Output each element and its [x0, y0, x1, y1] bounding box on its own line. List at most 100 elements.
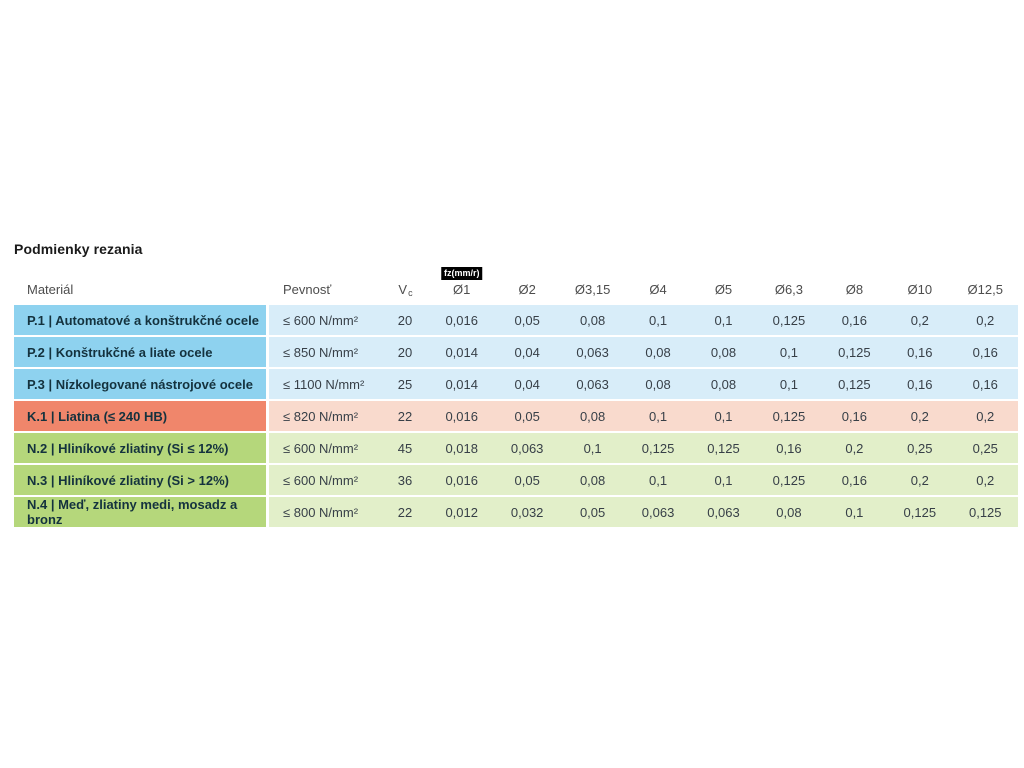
- fz-cell-d9: 0,2: [976, 472, 995, 488]
- fz-cell-d3: 0,08: [579, 408, 606, 424]
- fz-cell-d8: 0,2: [910, 312, 929, 328]
- row-values: ≤ 800 N/mm² 22 0,012 0,032 0,05 0,063 0,063 0,0…: [269, 497, 1018, 527]
- fz-cell-d7: 0,16: [841, 312, 868, 328]
- vc-cell: 20: [397, 344, 413, 360]
- fz-cell-d6: 0,125: [772, 472, 806, 488]
- fz-cell-d5: 0,08: [710, 376, 737, 392]
- fz-cell-d9: 0,2: [976, 312, 995, 328]
- strength-cell: ≤ 850 N/mm²: [283, 344, 359, 360]
- row-values: ≤ 600 N/mm² 45 0,018 0,063 0,1 0,125 0,125 0,16…: [269, 433, 1018, 463]
- fz-cell-d9: 0,16: [972, 344, 998, 360]
- fz-cell-d1: 0,016: [445, 408, 478, 424]
- row-values: ≤ 820 N/mm² 22 0,016 0,05 0,08 0,1 0,1 0,125 0,1…: [269, 401, 1018, 431]
- table-row: P.3 | Nízkolegované nástrojové ocele ≤ 11…: [14, 369, 1018, 399]
- fz-cell-d9: 0,125: [968, 504, 1002, 520]
- strength-cell: ≤ 600 N/mm²: [283, 440, 359, 456]
- fz-cell-d3: 0,063: [576, 376, 609, 392]
- fz-cell-d4: 0,1: [649, 408, 668, 424]
- column-header-d3-15: Ø3,15: [574, 282, 611, 297]
- fz-cell-d6: 0,16: [776, 440, 802, 456]
- fz-cell-d1: 0,014: [445, 344, 478, 360]
- fz-cell-d8: 0,125: [903, 504, 937, 520]
- row-values: ≤ 600 N/mm² 20 0,016 0,05 0,08 0,1 0,1 0,125 0,1…: [269, 305, 1018, 335]
- table-header-values: Pevnosť Vc fz(mm/r) Ø1 Ø2 Ø3,15 Ø4 Ø5 Ø6…: [269, 267, 1018, 298]
- fz-cell-d7: 0,125: [838, 344, 871, 360]
- fz-unit-badge: fz(mm/r): [440, 267, 483, 280]
- fz-cell-d5: 0,125: [707, 440, 740, 456]
- material-cell: N.4 | Meď, zliatiny medi, mosadz a bronz: [14, 497, 266, 527]
- strength-cell: ≤ 820 N/mm²: [283, 408, 359, 424]
- fz-cell-d9: 0,16: [972, 376, 998, 392]
- fz-cell-d8: 0,2: [910, 472, 929, 488]
- fz-cell-d8: 0,16: [907, 344, 933, 360]
- table-row: N.3 | Hliníkové zliatiny (Si > 12%) ≤ 600…: [14, 465, 1018, 495]
- fz-cell-d2: 0,05: [514, 408, 540, 424]
- row-values: ≤ 1100 N/mm² 25 0,014 0,04 0,063 0,08 0,08 0,1 0…: [269, 369, 1018, 399]
- column-header-strength: Pevnosť: [283, 282, 332, 297]
- vc-subscript: c: [408, 288, 413, 298]
- fz-cell-d4: 0,1: [649, 312, 668, 328]
- table-row: P.1 | Automatové a konštrukčné ocele ≤ 60…: [14, 305, 1018, 335]
- column-header-d1: fz(mm/r) Ø1: [429, 267, 494, 297]
- fz-cell-d3: 0,1: [583, 440, 602, 456]
- fz-cell-d3: 0,063: [576, 344, 609, 360]
- fz-cell-d4: 0,08: [645, 344, 671, 360]
- fz-cell-d6: 0,125: [772, 312, 806, 328]
- fz-cell-d4: 0,063: [641, 504, 675, 520]
- fz-cell-d7: 0,16: [841, 408, 868, 424]
- fz-cell-d7: 0,1: [845, 504, 864, 520]
- vc-symbol: V: [398, 282, 408, 297]
- vc-cell: 25: [397, 376, 413, 392]
- d1-label: Ø1: [453, 282, 471, 297]
- fz-cell-d8: 0,2: [910, 408, 929, 424]
- fz-cell-d5: 0,1: [714, 472, 733, 488]
- column-header-d4: Ø4: [649, 282, 667, 297]
- vc-cell: 45: [397, 440, 413, 456]
- fz-cell-d9: 0,25: [972, 440, 998, 456]
- row-values: ≤ 850 N/mm² 20 0,014 0,04 0,063 0,08 0,08 0,1 0,…: [269, 337, 1018, 367]
- fz-cell-d2: 0,05: [514, 472, 540, 488]
- vc-cell: 20: [397, 312, 413, 328]
- table-row: K.1 | Liatina (≤ 240 HB) ≤ 820 N/mm² 22 0,0…: [14, 401, 1018, 431]
- row-values: ≤ 600 N/mm² 36 0,016 0,05 0,08 0,1 0,1 0,125 0,1…: [269, 465, 1018, 495]
- fz-cell-d2: 0,063: [510, 440, 544, 456]
- fz-cell-d5: 0,063: [707, 504, 740, 520]
- fz-cell-d7: 0,125: [838, 376, 871, 392]
- strength-cell: ≤ 600 N/mm²: [283, 472, 359, 488]
- material-cell: N.2 | Hliníkové zliatiny (Si ≤ 12%): [14, 433, 266, 463]
- fz-cell-d5: 0,1: [714, 312, 733, 328]
- fz-cell-d5: 0,1: [714, 408, 733, 424]
- fz-cell-d2: 0,04: [514, 344, 540, 360]
- fz-cell-d1: 0,014: [445, 376, 478, 392]
- fz-cell-d1: 0,012: [445, 504, 478, 520]
- cutting-conditions-table: Materiál Pevnosť Vc fz(mm/r) Ø1 Ø2 Ø3,15…: [14, 262, 1018, 529]
- material-cell: P.3 | Nízkolegované nástrojové ocele: [14, 369, 266, 399]
- fz-cell-d8: 0,25: [907, 440, 933, 456]
- material-cell: P.1 | Automatové a konštrukčné ocele: [14, 305, 266, 335]
- strength-cell: ≤ 600 N/mm²: [283, 312, 359, 328]
- fz-cell-d3: 0,08: [579, 312, 606, 328]
- page-title: Podmienky rezania: [14, 241, 143, 257]
- fz-cell-d6: 0,1: [779, 344, 798, 360]
- column-header-d6-3: Ø6,3: [774, 282, 804, 297]
- fz-cell-d4: 0,1: [649, 472, 668, 488]
- fz-cell-d9: 0,2: [976, 408, 995, 424]
- vc-cell: 22: [397, 408, 413, 424]
- table-body: P.1 | Automatové a konštrukčné ocele ≤ 60…: [14, 305, 1018, 527]
- fz-cell-d7: 0,2: [845, 440, 864, 456]
- material-cell: K.1 | Liatina (≤ 240 HB): [14, 401, 266, 431]
- column-header-material: Materiál: [27, 282, 74, 297]
- fz-cell-d6: 0,125: [772, 408, 806, 424]
- column-header-d2: Ø2: [518, 282, 536, 297]
- table-header-row: Materiál Pevnosť Vc fz(mm/r) Ø1 Ø2 Ø3,15…: [14, 262, 1018, 305]
- table-row: N.4 | Meď, zliatiny medi, mosadz a bronz…: [14, 497, 1018, 527]
- column-header-d12-5: Ø12,5: [967, 282, 1003, 297]
- fz-cell-d4: 0,125: [641, 440, 675, 456]
- fz-cell-d1: 0,016: [445, 472, 478, 488]
- fz-cell-d6: 0,1: [779, 376, 798, 392]
- fz-cell-d3: 0,08: [579, 472, 606, 488]
- fz-cell-d6: 0,08: [776, 504, 802, 520]
- fz-cell-d5: 0,08: [710, 344, 737, 360]
- fz-cell-d2: 0,04: [514, 376, 540, 392]
